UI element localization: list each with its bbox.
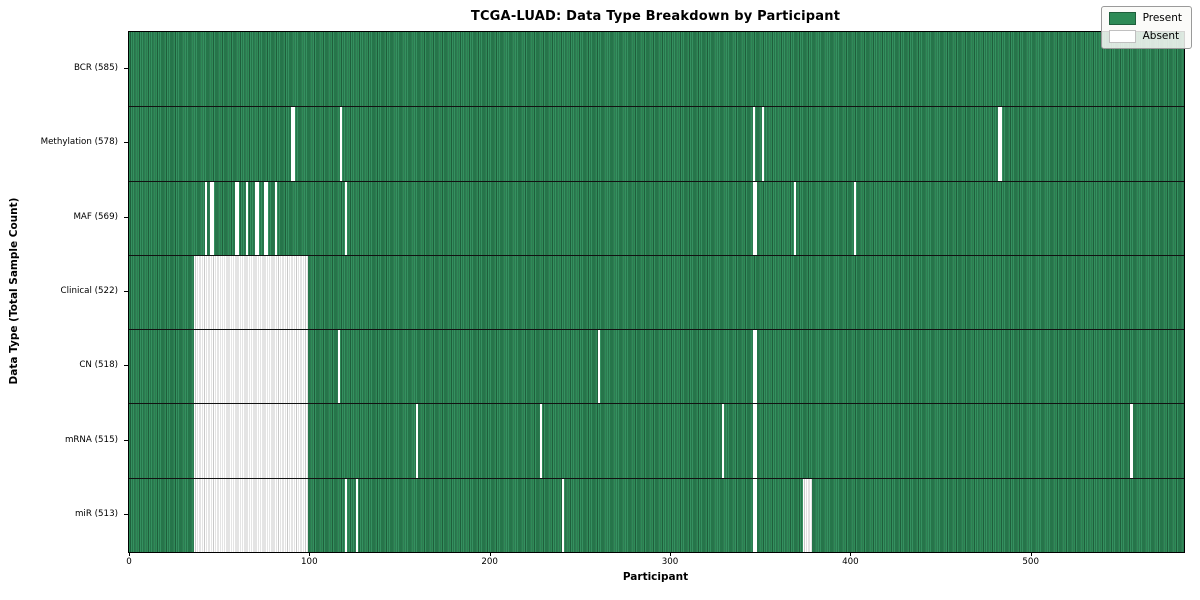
absent-stripe <box>561 477 564 552</box>
row-divider <box>129 254 1184 256</box>
absent-stripe <box>255 180 259 255</box>
absent-stripe <box>345 477 348 552</box>
row-band-cn <box>129 329 1184 404</box>
x-tick-label-500: 500 <box>1022 557 1039 567</box>
x-tick-mark <box>850 552 852 556</box>
absent-stripe <box>204 180 207 255</box>
absent-stripe <box>998 106 1002 181</box>
absent-stripe <box>597 329 600 404</box>
absent-stripe <box>338 329 340 404</box>
x-tick-label-300: 300 <box>661 557 679 567</box>
absent-stripe <box>291 106 295 181</box>
x-axis-label: Participant <box>622 571 689 583</box>
chart-title: TCGA-LUAD: Data Type Breakdown by Partic… <box>470 9 841 24</box>
absent-stripe <box>752 329 757 404</box>
row-band-bcr <box>129 32 1184 107</box>
absent-swatch-icon <box>1108 30 1136 43</box>
y-tick-mark <box>124 68 128 70</box>
y-tick-label-mir: miR (513) <box>74 508 118 519</box>
x-tick-mark <box>129 552 130 556</box>
x-tick-label-0: 0 <box>126 557 132 567</box>
row-divider <box>129 403 1184 405</box>
row-divider <box>129 477 1184 479</box>
absent-stripe <box>193 329 308 404</box>
row-band-mrna <box>129 403 1184 478</box>
x-tick-label-400: 400 <box>842 557 859 567</box>
legend-item-present: Present <box>1108 12 1182 25</box>
legend-label-present: Present <box>1142 12 1182 24</box>
row-band-clinical <box>129 254 1184 330</box>
absent-stripe <box>1129 403 1134 478</box>
x-tick-mark <box>309 552 311 556</box>
y-tick-mark <box>124 216 128 218</box>
absent-stripe <box>275 180 277 255</box>
absent-stripe <box>752 106 755 181</box>
x-tick-mark <box>1030 552 1032 556</box>
y-tick-label-bcr: BCR (585) <box>73 63 118 74</box>
absent-stripe <box>193 477 308 552</box>
absent-stripe <box>193 403 308 478</box>
x-tick-mark <box>489 552 491 556</box>
absent-stripe <box>246 180 249 255</box>
row-band-methylation <box>129 106 1184 181</box>
row-band-mir <box>129 477 1184 552</box>
y-tick-mark <box>124 142 128 144</box>
y-tick-mark <box>124 365 128 367</box>
absent-stripe <box>794 180 797 255</box>
row-band-maf <box>129 180 1184 255</box>
absent-stripe <box>752 477 757 552</box>
absent-stripe <box>345 180 348 255</box>
absent-stripe <box>722 403 725 478</box>
absent-stripe <box>193 254 308 330</box>
absent-stripe <box>264 180 268 255</box>
row-divider <box>129 329 1184 331</box>
y-tick-label-clinical: Clinical (522) <box>60 286 118 296</box>
y-tick-label-cn: CN (518) <box>79 360 118 371</box>
y-tick-label-methylation: Methylation (578) <box>40 137 118 148</box>
absent-stripe <box>752 403 757 478</box>
plot-area <box>128 31 1185 553</box>
absent-stripe <box>803 477 813 552</box>
absent-stripe <box>356 477 359 552</box>
legend-item-absent: Absent <box>1108 30 1182 43</box>
absent-stripe <box>540 403 542 478</box>
absent-stripe <box>762 106 764 181</box>
y-tick-label-mrna: mRNA (515) <box>64 434 118 445</box>
y-tick-mark <box>124 439 128 441</box>
row-divider <box>129 106 1184 108</box>
x-tick-label-100: 100 <box>301 557 318 567</box>
row-divider <box>129 180 1184 182</box>
x-tick-mark <box>670 552 672 556</box>
absent-stripe <box>340 106 342 181</box>
absent-stripe <box>210 180 214 255</box>
y-tick-mark <box>124 291 128 292</box>
y-tick-mark <box>124 513 128 515</box>
absent-stripe <box>235 180 239 255</box>
legend-label-absent: Absent <box>1142 30 1180 42</box>
absent-stripe <box>853 180 856 255</box>
absent-stripe <box>752 180 757 255</box>
present-swatch-icon <box>1108 12 1136 25</box>
absent-stripe <box>415 403 418 478</box>
y-tick-label-maf: MAF (569) <box>73 211 118 222</box>
x-tick-label-200: 200 <box>481 557 498 567</box>
legend: Present Absent <box>1100 6 1192 49</box>
